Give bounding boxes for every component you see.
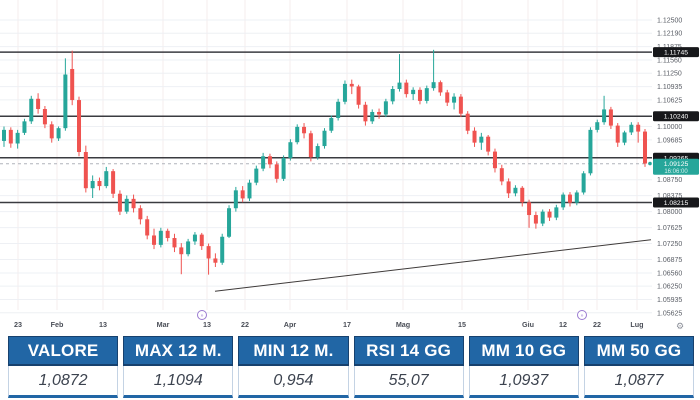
table-column-valore: VALORE 1,0872 [8, 336, 119, 398]
svg-text:Apr: Apr [284, 320, 297, 329]
svg-text:Mar: Mar [157, 320, 170, 329]
price-axis[interactable]: 1.125001.121901.118751.115601.112501.109… [657, 18, 682, 318]
svg-text:1.08375: 1.08375 [657, 193, 682, 200]
svg-text:16:06:00: 16:06:00 [664, 169, 688, 175]
svg-text:1.11250: 1.11250 [657, 71, 682, 78]
time-axis[interactable]: 23 Feb 13 Mar 13 22 Apr 17 Mag 15 Giu 12 22 Lug [14, 320, 644, 329]
support-resistance-lines[interactable] [0, 51, 652, 204]
table-header-cell: MIN 12 M. [238, 336, 349, 366]
svg-text:1.06875: 1.06875 [657, 257, 682, 264]
svg-text:1.08215: 1.08215 [664, 200, 689, 207]
svg-text:1.10625: 1.10625 [657, 97, 682, 104]
svg-text:1.12190: 1.12190 [657, 31, 682, 38]
svg-text:1.05935: 1.05935 [657, 297, 682, 304]
last-price-dot [648, 161, 652, 166]
trendline[interactable] [214, 239, 652, 292]
svg-text:1.06250: 1.06250 [657, 284, 682, 291]
svg-text:»: » [581, 313, 584, 319]
table-header-cell: MM 10 GG [468, 336, 579, 366]
event-marker-icon[interactable]: » [577, 310, 587, 320]
svg-text:12: 12 [559, 320, 567, 329]
svg-text:1.11745: 1.11745 [664, 50, 688, 57]
table-column-max12m: MAX 12 M. 1,1094 [123, 336, 234, 398]
svg-text:1.09685: 1.09685 [657, 137, 682, 144]
svg-text:1.08750: 1.08750 [657, 177, 682, 184]
svg-text:17: 17 [343, 320, 351, 329]
table-column-mm10: MM 10 GG 1,0937 [468, 336, 579, 398]
svg-text:Giu: Giu [522, 320, 534, 329]
table-value-cell: 1,0937 [468, 366, 579, 398]
quote-summary-table: VALORE 1,0872 MAX 12 M. 1,1094 MIN 12 M.… [8, 336, 695, 398]
svg-text:1.05625: 1.05625 [657, 310, 682, 317]
svg-text:13: 13 [99, 320, 107, 329]
table-column-mm50: MM 50 GG 1,0877 [583, 336, 695, 398]
table-value-cell: 0,954 [238, 366, 349, 398]
table-header-cell: VALORE [8, 336, 119, 366]
table-header-cell: MM 50 GG [583, 336, 695, 366]
svg-text:1.11560: 1.11560 [657, 58, 682, 65]
table-column-rsi14: RSI 14 GG 55,07 [353, 336, 464, 398]
svg-text:1.10935: 1.10935 [657, 84, 682, 91]
candles-layer [2, 49, 647, 275]
table-header-cell: RSI 14 GG [353, 336, 464, 366]
svg-text:Mag: Mag [396, 320, 410, 329]
svg-text:22: 22 [593, 320, 601, 329]
svg-text:13: 13 [203, 320, 211, 329]
svg-text:1.06560: 1.06560 [657, 270, 682, 277]
svg-text:22: 22 [241, 320, 249, 329]
candlestick-chart-svg[interactable]: 1.125001.121901.118751.115601.112501.109… [0, 0, 700, 336]
svg-text:15: 15 [458, 320, 466, 329]
svg-text:23: 23 [14, 320, 22, 329]
table-value-cell: 55,07 [353, 366, 464, 398]
table-value-cell: 1,0877 [583, 366, 695, 398]
price-level-badge: 1.08215 [653, 197, 699, 208]
table-column-min12m: MIN 12 M. 0,954 [238, 336, 349, 398]
svg-text:1.12500: 1.12500 [657, 18, 682, 25]
price-chart[interactable]: 1.125001.121901.118751.115601.112501.109… [0, 0, 700, 336]
svg-text:1.07625: 1.07625 [657, 225, 682, 232]
table-header-cell: MAX 12 M. [123, 336, 234, 366]
svg-text:Lug: Lug [630, 320, 643, 329]
svg-text:1.09125: 1.09125 [664, 161, 689, 168]
table-value-cell: 1,0872 [8, 366, 119, 398]
table-value-cell: 1,1094 [123, 366, 234, 398]
settings-gear-icon[interactable]: ⚙ [676, 322, 684, 332]
price-level-badge: 1.11745 [653, 47, 699, 58]
svg-text:1.10000: 1.10000 [657, 124, 682, 131]
price-level-badge: 1.10240 [653, 111, 699, 122]
svg-text:1.08000: 1.08000 [657, 209, 682, 216]
svg-text:1.07250: 1.07250 [657, 241, 682, 248]
svg-text:1.10240: 1.10240 [664, 114, 689, 121]
svg-text:»: » [201, 313, 204, 319]
grid [0, 0, 652, 314]
event-marker-icon[interactable]: » [197, 310, 207, 320]
svg-text:Feb: Feb [51, 320, 64, 329]
